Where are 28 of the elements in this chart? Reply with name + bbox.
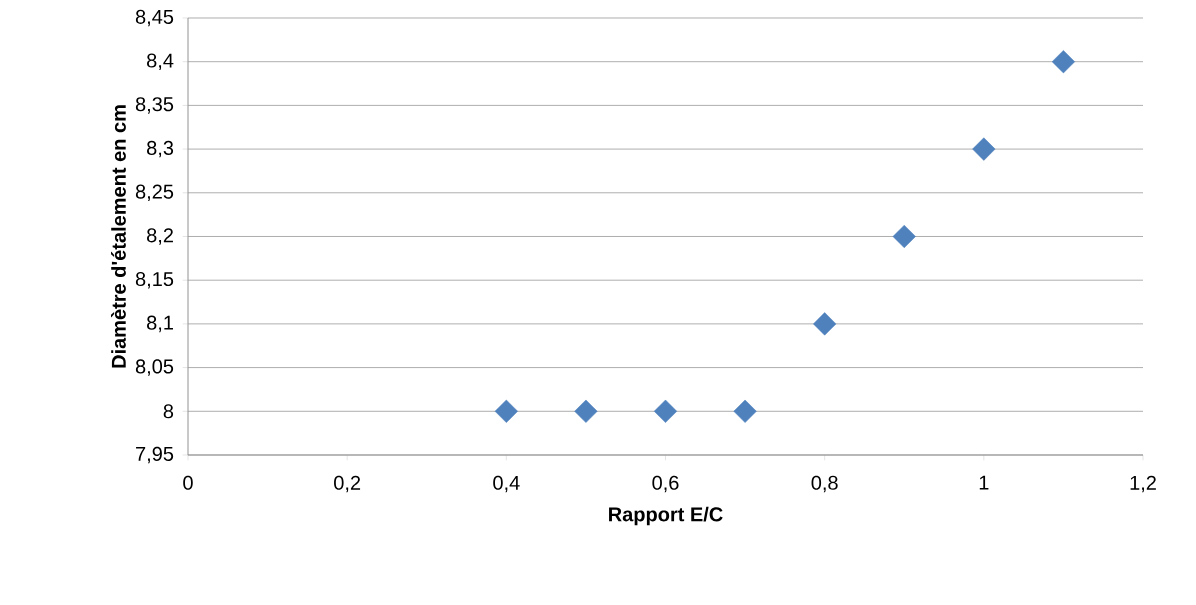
y-tick-label: 8,25 [135, 184, 174, 202]
y-tick-label: 7,95 [136, 446, 174, 464]
x-tick-label: 0,8 [811, 475, 838, 493]
point [574, 399, 598, 423]
x-tick-label: 0 [183, 475, 193, 490]
x-tick-label: 0,4 [493, 475, 520, 493]
y-tick-label: 8,45 [135, 9, 174, 27]
point [1051, 50, 1076, 74]
y-tick-label: 8,4 [147, 53, 174, 70]
point [733, 399, 757, 423]
y-tick-label: 8,3 [147, 140, 174, 158]
y-tick-label: 8 [163, 404, 174, 419]
point [892, 224, 916, 249]
x-tick-label: 0,2 [334, 475, 361, 493]
x-tick-label: 1,2 [1130, 475, 1156, 493]
point [813, 312, 837, 336]
x-tick-label: 1 [979, 475, 989, 490]
x-axis-title: Rapport E/C [609, 506, 723, 526]
x-tick-label: 0,6 [652, 475, 679, 493]
y-tick-label: 8,1 [147, 315, 173, 333]
point [972, 137, 996, 161]
y-tick-label: 8,2 [147, 228, 173, 245]
y-tick-label: 8,35 [135, 97, 174, 114]
y-tick-label: 8,05 [135, 359, 174, 376]
point [494, 399, 518, 423]
y-tick-label: 8,15 [135, 271, 174, 289]
point [653, 399, 678, 423]
y-axis-title: Diamètre d'étalement en cm [111, 105, 126, 368]
